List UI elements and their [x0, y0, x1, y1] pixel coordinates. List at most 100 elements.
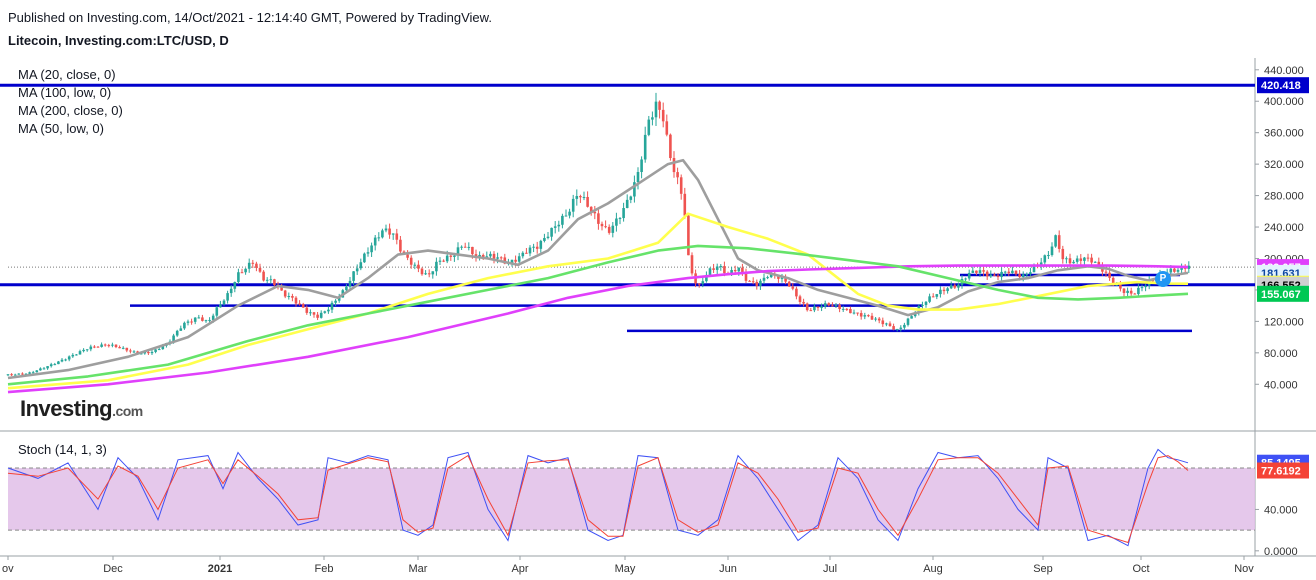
candle-body: [1057, 235, 1061, 249]
y-tick-label: 360.000: [1264, 128, 1304, 140]
level-420-tag-label: 420.418: [1261, 80, 1301, 92]
candle-body: [557, 224, 561, 227]
candle-body: [910, 316, 913, 319]
candle-body: [856, 312, 859, 314]
candle-body: [417, 264, 420, 269]
candle-body: [370, 245, 373, 253]
y-tick-label: 320.000: [1264, 159, 1304, 171]
legend-ma100[interactable]: MA (100, low, 0): [18, 85, 112, 100]
x-tick-label: Feb: [315, 563, 334, 575]
stoch-label[interactable]: Stoch (14, 1, 3): [18, 442, 107, 457]
candle-body: [510, 259, 514, 263]
candle-body: [399, 239, 402, 252]
x-tick-label: ov: [2, 563, 14, 575]
candle-body: [31, 372, 35, 374]
legend-ma50[interactable]: MA (50, low, 0): [18, 121, 104, 136]
candle-body: [1126, 290, 1129, 293]
legend-ma200[interactable]: MA (200, close, 0): [18, 103, 123, 118]
candle-body: [669, 134, 672, 159]
investing-logo: Investing.com: [20, 396, 143, 421]
legend-ma20[interactable]: MA (20, close, 0): [18, 67, 116, 82]
candle-body: [906, 318, 910, 325]
x-tick-label: Apr: [511, 563, 528, 575]
candle-body: [921, 304, 924, 306]
candle-body: [816, 306, 820, 308]
candle-body: [859, 313, 863, 317]
candle-body: [528, 247, 532, 254]
candle-body: [1104, 271, 1108, 273]
candle-body: [665, 121, 669, 135]
candle-body: [805, 303, 809, 311]
candle-body: [575, 196, 579, 199]
candle-body: [1018, 274, 1021, 278]
candle-body: [1050, 246, 1054, 256]
candle-body: [1079, 258, 1083, 261]
candle-body: [924, 301, 928, 305]
candle-body: [1151, 280, 1155, 282]
candle-body: [935, 294, 939, 297]
candle-body: [247, 262, 251, 269]
candle-body: [377, 237, 381, 239]
y-tick-label: 400.000: [1264, 96, 1304, 108]
candle-body: [697, 283, 701, 285]
candle-body: [982, 270, 985, 272]
candle-body: [1043, 255, 1047, 263]
candle-body: [705, 274, 708, 282]
candle-body: [255, 263, 258, 268]
candle-body: [1097, 261, 1101, 265]
candle-body: [355, 268, 359, 272]
candle-body: [280, 287, 283, 291]
candle-body: [589, 206, 593, 212]
candle-body: [262, 271, 265, 281]
candle-body: [967, 272, 971, 279]
candle-body: [867, 315, 870, 317]
candle-body: [571, 198, 575, 212]
candle-body: [525, 252, 528, 254]
candle-body: [431, 271, 435, 275]
candle-body: [766, 277, 769, 279]
candle-body: [143, 351, 147, 354]
candle-body: [471, 246, 474, 255]
x-tick-label: Mar: [409, 563, 428, 575]
candle-body: [492, 253, 496, 259]
candle-body: [1000, 271, 1003, 278]
candle-body: [755, 281, 759, 286]
candle-body: [607, 226, 611, 233]
candle-body: [226, 293, 229, 301]
candle-body: [687, 215, 690, 256]
x-tick-label: Sep: [1033, 563, 1053, 575]
candle-body: [118, 347, 121, 349]
pivot-badge-icon[interactable]: P: [1155, 271, 1171, 287]
x-tick-label: 2021: [208, 563, 232, 575]
stoch-band: [8, 468, 1255, 531]
candle-body: [384, 228, 388, 231]
candle-body: [658, 101, 661, 110]
candle-body: [777, 275, 780, 279]
candle-body: [690, 255, 694, 274]
stoch-legend: Stoch (14, 1, 3): [18, 441, 107, 459]
candle-body: [791, 286, 795, 289]
candle-body: [305, 307, 309, 313]
candle-body: [301, 304, 305, 308]
candle-body: [1119, 284, 1122, 289]
candle-body: [1086, 257, 1090, 259]
candle-body: [42, 368, 46, 370]
candle-body: [381, 230, 384, 238]
candle-body: [438, 260, 442, 262]
x-tick-label: Oct: [1132, 563, 1149, 575]
candle-body: [582, 196, 586, 198]
x-tick-label: Jun: [719, 563, 737, 575]
candle-body: [28, 372, 31, 374]
candle-body: [107, 345, 111, 347]
candle-body: [1133, 293, 1137, 295]
y-tick-label: 120.000: [1264, 316, 1304, 328]
candle-body: [1093, 261, 1097, 263]
candle-body: [550, 227, 553, 237]
candle-body: [1032, 265, 1036, 273]
candle-body: [1065, 258, 1068, 260]
candle-body: [435, 261, 438, 272]
candle-body: [373, 237, 377, 246]
candle-body: [190, 321, 193, 323]
candle-body: [240, 272, 244, 274]
ma-line: [7, 158, 1189, 380]
